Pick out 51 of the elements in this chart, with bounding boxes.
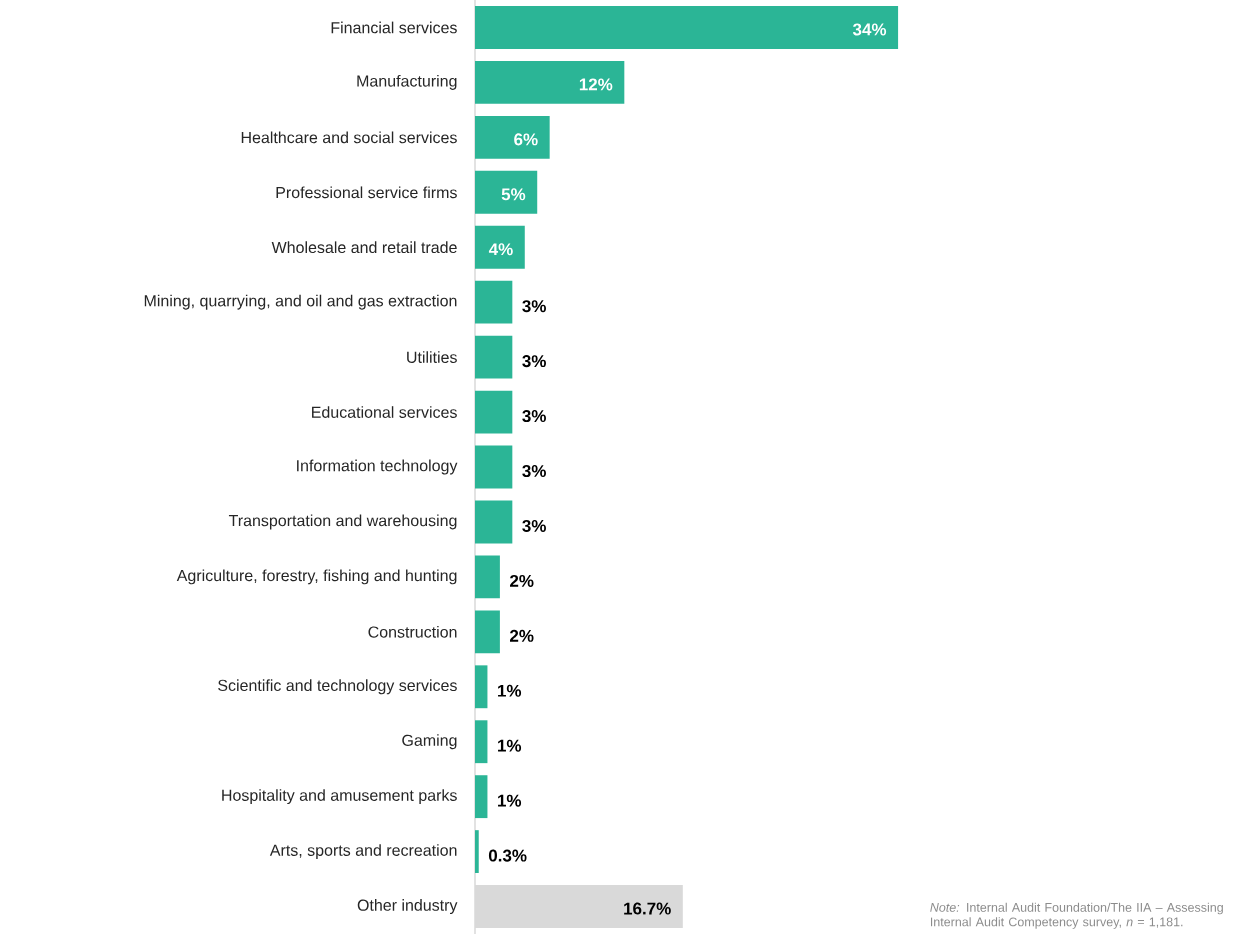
bar xyxy=(475,830,479,874)
bar xyxy=(475,390,513,434)
y-tick-label: Utilities xyxy=(407,351,457,363)
data-label: 3% xyxy=(522,464,546,478)
y-tick-label: Educational services xyxy=(312,406,457,418)
y-tick-label: Construction xyxy=(368,625,457,638)
data-label: 3% xyxy=(522,355,546,368)
y-tick-label: Gaming xyxy=(402,734,457,750)
y-tick-label: Professional service firms xyxy=(276,186,457,199)
y-tick-label: Manufacturing xyxy=(357,74,457,90)
data-label: 6% xyxy=(514,133,538,146)
data-label: 1% xyxy=(498,684,522,697)
bar xyxy=(475,60,625,104)
y-tick-label: Agriculture, forestry, fishing and hunting xyxy=(176,569,457,585)
bar xyxy=(475,170,538,214)
y-tick-label: Hospitality and amusement parks xyxy=(222,789,457,805)
y-tick-label: Transportation and warehousing xyxy=(228,514,457,530)
y-tick-label: Financial services xyxy=(331,21,457,34)
data-label: 1% xyxy=(498,794,522,807)
data-label: 1% xyxy=(498,739,522,752)
data-label: 2% xyxy=(510,574,534,587)
y-tick-label: Wholesale and retail trade xyxy=(271,241,457,254)
data-label: 0.3% xyxy=(488,849,527,862)
data-label: 3% xyxy=(522,519,546,532)
data-label: 3% xyxy=(522,410,546,423)
bar xyxy=(475,115,550,159)
bar xyxy=(475,335,513,379)
y-tick-label: Information technology xyxy=(297,459,458,475)
y-tick-label: Mining, quarrying, and oil and gas extraction xyxy=(144,294,457,310)
bar xyxy=(475,610,500,654)
data-label: 12% xyxy=(579,78,613,91)
bar xyxy=(475,225,525,269)
data-label: 3% xyxy=(522,300,546,313)
text: Note: Internal Audit Foundation/The IIA – Assessing Internal Audit Competency survey, n = 1,181. xyxy=(930,902,1223,929)
data-label: 5% xyxy=(501,188,526,201)
bar xyxy=(475,6,899,49)
y-tick-label: Scientific and technology services xyxy=(218,679,457,695)
bar xyxy=(475,720,488,764)
data-label: 2% xyxy=(510,629,534,642)
bar xyxy=(475,665,488,709)
data-label: 4% xyxy=(488,243,513,256)
y-tick-label: Arts, sports and recreation xyxy=(269,844,457,860)
bar xyxy=(475,445,513,489)
data-label: 34% xyxy=(852,23,887,36)
y-tick-label: Other industry xyxy=(357,899,458,915)
bar xyxy=(475,555,500,599)
data-label: 16.7% xyxy=(624,902,671,915)
bar xyxy=(475,280,513,324)
bar xyxy=(475,775,488,819)
y-tick-label: Healthcare and social services xyxy=(241,131,457,144)
bar xyxy=(475,500,513,544)
